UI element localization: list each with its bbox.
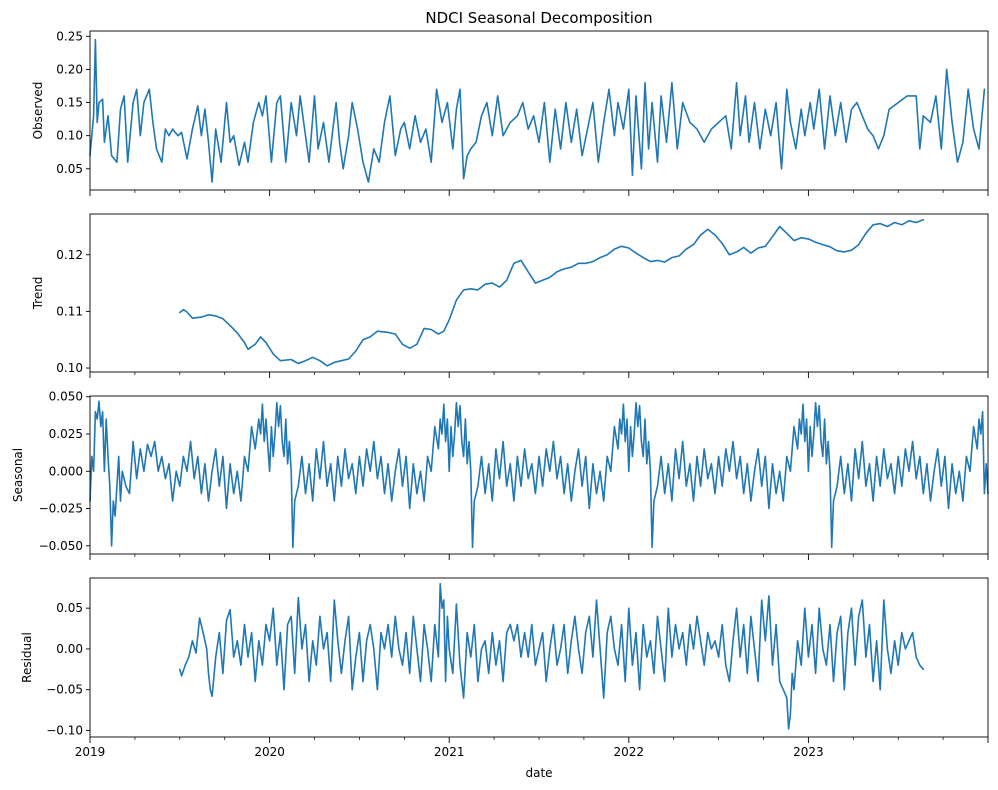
observed-panel: 0.05 0.10 0.15 0.20 0.25 Observed (31, 29, 989, 196)
observed-ylabel: Observed (31, 82, 45, 140)
residual-ytick-label: 0.05 (56, 601, 83, 615)
trend-panel: 0.10 0.11 0.12 Trend (31, 213, 989, 378)
trend-ytick-label: 0.11 (56, 304, 83, 318)
seasonal-ytick-label: 0.025 (49, 427, 83, 441)
xtick-label-2023: 2023 (793, 745, 824, 759)
xtick-label-2019: 2019 (75, 745, 106, 759)
seasonal-ytick-label: −0.050 (39, 539, 83, 553)
chart-title: NDCI Seasonal Decomposition (425, 9, 652, 27)
trend-series-line (179, 218, 925, 367)
residual-ylabel: Residual (20, 632, 34, 683)
panels-group: 0.05 0.10 0.15 0.20 0.25 Observed 0.10 0.11 0.12… (11, 29, 989, 759)
seasonal-ytick-label: 0.050 (49, 390, 83, 404)
observed-ytick-label: 0.15 (56, 96, 83, 110)
residual-ytick-label: −0.10 (46, 723, 83, 737)
residual-panel: −0.10 −0.05 0.00 0.05 Residual 2019 2020 2021 20… (20, 577, 989, 759)
trend-ytick-label: 0.12 (56, 248, 83, 262)
residual-ytick-label: −0.05 (46, 683, 83, 697)
seasonal-series-line (89, 400, 989, 549)
seasonal-ytick-label: −0.025 (39, 502, 83, 516)
observed-series-line (89, 38, 986, 183)
seasonal-ylabel: Seasonal (11, 448, 25, 502)
observed-ytick-label: 0.25 (56, 29, 83, 43)
observed-ytick-label: 0.20 (56, 62, 83, 76)
xtick-label-2021: 2021 (434, 745, 465, 759)
x-axis-label: date (525, 766, 552, 780)
residual-series-line (179, 582, 925, 730)
observed-ytick-label: 0.10 (56, 129, 83, 143)
trend-ylabel: Trend (31, 277, 45, 311)
observed-ytick-label: 0.05 (56, 162, 83, 176)
xtick-label-2020: 2020 (254, 745, 285, 759)
seasonal-panel: −0.050 −0.025 0.000 0.025 0.050 Seasonal (11, 390, 989, 560)
trend-ytick-label: 0.10 (56, 361, 83, 375)
xtick-label-2022: 2022 (614, 745, 645, 759)
seasonal-ytick-label: 0.000 (49, 464, 83, 478)
residual-ytick-label: 0.00 (56, 642, 83, 656)
